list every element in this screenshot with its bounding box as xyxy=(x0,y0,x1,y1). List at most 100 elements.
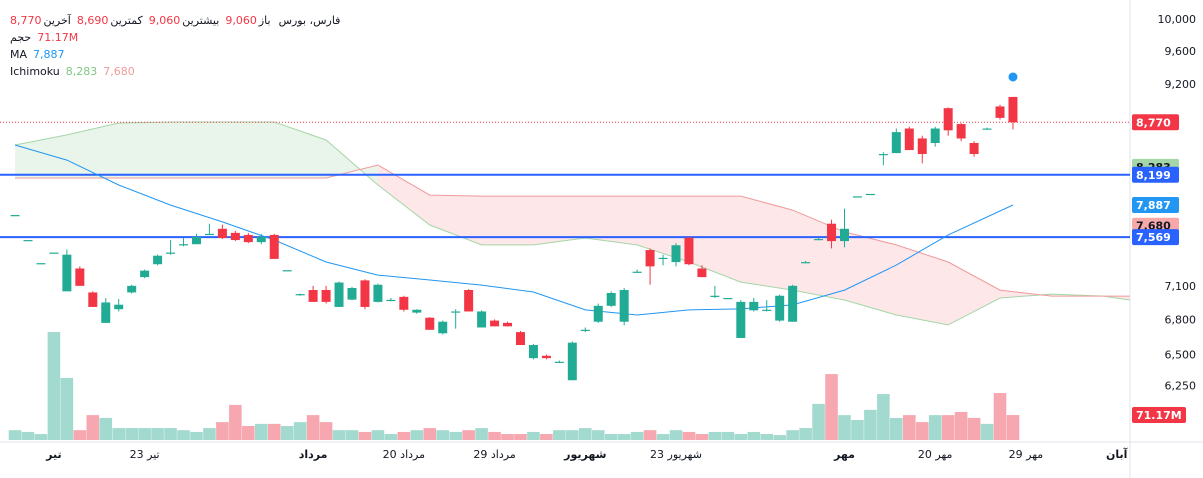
candle-body xyxy=(477,311,487,328)
volume-bar xyxy=(721,431,735,440)
price-label-box xyxy=(1132,196,1179,213)
volume-bar xyxy=(86,415,100,440)
candle-body xyxy=(464,290,474,312)
volume-bar xyxy=(8,430,22,440)
volume-bar xyxy=(254,423,268,440)
y-tick-label: 10,000 xyxy=(1158,13,1197,26)
volume-bar xyxy=(993,393,1007,440)
volume-bar xyxy=(604,434,618,440)
candle-body xyxy=(814,239,824,241)
candle-body xyxy=(179,244,189,246)
candle-body xyxy=(503,322,513,327)
candle-body xyxy=(788,285,798,322)
y-tick-label: 6,250 xyxy=(1165,379,1197,392)
volume-bar xyxy=(812,403,825,440)
volume-bar xyxy=(462,430,475,440)
candle-body xyxy=(399,296,409,310)
candle-body xyxy=(684,237,694,265)
cloud-segment xyxy=(688,196,741,283)
volume-bar xyxy=(708,431,722,440)
candle-body xyxy=(295,294,305,296)
volume-label-box xyxy=(1132,407,1186,424)
candle-body xyxy=(762,309,772,311)
volume-bar xyxy=(488,431,501,440)
volume-bar xyxy=(864,409,877,440)
volume-bar xyxy=(656,434,670,440)
volume-bar xyxy=(578,428,592,440)
price-label-box xyxy=(1132,114,1179,131)
volume-bar xyxy=(73,430,87,440)
candle-body xyxy=(904,128,914,151)
volume-bar xyxy=(877,394,890,440)
ichimoku-value: 7,680 xyxy=(103,65,135,78)
x-tick-label: 29 مرداد xyxy=(473,448,515,461)
candle-body xyxy=(839,228,849,242)
volume-bar xyxy=(734,434,748,440)
volume-bar xyxy=(527,431,540,440)
field-value: 9,060 xyxy=(225,14,257,27)
volume-bar xyxy=(60,377,74,440)
volume-bar xyxy=(540,434,553,440)
price-label: 8,770 xyxy=(1136,116,1171,129)
candle-body xyxy=(736,301,746,338)
ma-row: MA 7,887 xyxy=(10,46,340,63)
symbol: فارس، بورس xyxy=(278,14,341,27)
volume-bar xyxy=(371,430,385,440)
volume-bar xyxy=(954,411,968,440)
candle-body xyxy=(412,309,422,313)
candle-body xyxy=(658,257,668,260)
volume-bar xyxy=(229,404,242,440)
candle-body xyxy=(515,332,525,346)
candle-body xyxy=(490,320,500,327)
x-tick-label: مرداد xyxy=(299,448,328,461)
volume-bar xyxy=(384,434,398,440)
x-tick-label: 29 مهر xyxy=(1009,448,1044,461)
field-label: کمترین xyxy=(110,14,143,27)
volume-bar xyxy=(21,431,35,440)
cloud-segment xyxy=(896,244,949,325)
volume-bar xyxy=(695,434,709,440)
candle-body xyxy=(723,297,733,300)
candle-body xyxy=(567,342,577,381)
x-tick-label: 23 شهریور xyxy=(650,448,702,461)
cloud-segment xyxy=(948,261,1001,325)
candle-body xyxy=(671,245,681,263)
volume-bar xyxy=(242,425,255,440)
field-label: آخرین xyxy=(43,14,71,27)
field-value: 9,060 xyxy=(148,14,181,27)
volume-bar xyxy=(941,415,955,440)
cloud-segment xyxy=(481,196,534,245)
event-marker xyxy=(1007,71,1019,83)
volume-label: 71.17M xyxy=(1136,409,1182,422)
ichimoku-value: 8,283 xyxy=(65,65,98,78)
volume-bar xyxy=(293,422,307,440)
candle-body xyxy=(995,106,1005,118)
volume-row: حجم 71.17M xyxy=(10,29,340,46)
cloud-segment xyxy=(792,210,845,300)
cloud-segment xyxy=(585,196,638,245)
volume-bar xyxy=(747,431,761,440)
volume-bar xyxy=(138,428,151,440)
candle-body xyxy=(425,317,435,330)
candle-body xyxy=(308,290,318,302)
candle-body xyxy=(114,304,124,310)
volume-bar xyxy=(475,428,488,440)
candle-body xyxy=(619,290,629,322)
volume-bar xyxy=(1006,415,1020,440)
volume-bar xyxy=(514,434,527,440)
volume-bar xyxy=(799,428,812,440)
x-tick-label: 20 مهر xyxy=(918,448,953,461)
x-tick-label: آبان xyxy=(1106,447,1128,461)
candle-body xyxy=(878,154,888,156)
candle-body xyxy=(554,361,564,363)
moving-average xyxy=(14,144,1014,316)
volume-bar xyxy=(890,417,903,440)
volume-bar xyxy=(825,374,838,440)
candle-body xyxy=(75,268,85,286)
volume-bar xyxy=(280,425,294,440)
volume-bar xyxy=(643,430,657,440)
candle-body xyxy=(49,252,59,254)
candle-body xyxy=(930,128,940,143)
